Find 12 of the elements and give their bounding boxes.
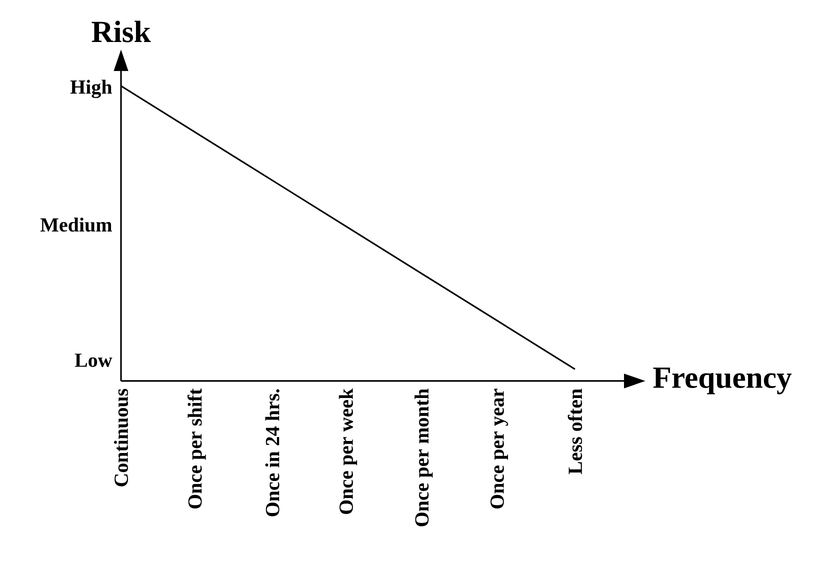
x-tick-label: Once per week [338,388,358,514]
x-tick-label: Once per month [414,388,433,526]
x-tick-label: Once in 24 hrs. [265,389,280,516]
x-axis-title: Frequency [653,368,792,394]
x-tick-label: Less often [568,388,582,474]
x-tick-label: Once per year [490,388,508,508]
text: Medium [40,218,112,232]
y-axis-title: Risk [92,20,151,42]
x-tick-label: Once per shift [188,388,206,508]
x-tick-label: Continuous [114,388,128,486]
text: High [70,80,112,98]
text: Low [74,354,112,367]
